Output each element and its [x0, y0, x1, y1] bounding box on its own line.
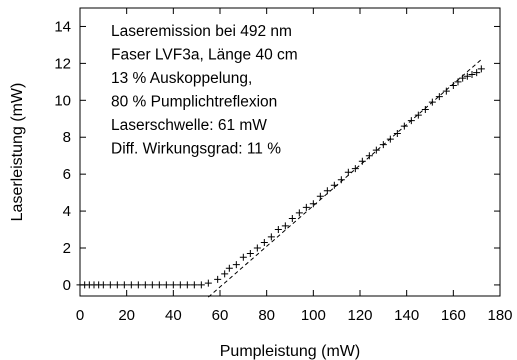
y-tick-label: 2 [63, 240, 71, 257]
data-point [134, 281, 142, 289]
annotation-line: 80 % Pumplichtreflexion [111, 94, 277, 111]
annotation-line: 13 % Auskoppelung, [111, 70, 252, 87]
x-tick-labels: 0 20 40 60 80 100 120 140 160 180 [76, 307, 513, 324]
data-point [435, 93, 443, 101]
annotation-line: Faser LVF3a, Länge 40 cm [111, 47, 298, 64]
x-tick-label: 20 [118, 307, 135, 324]
data-point [351, 165, 359, 173]
data-point [246, 250, 254, 258]
data-point [176, 281, 184, 289]
data-point [190, 281, 198, 289]
x-tick-label: 60 [212, 307, 229, 324]
data-point [421, 106, 429, 114]
fit-line-group [208, 59, 482, 298]
y-tick-labels: 0 2 4 6 8 10 12 14 [54, 18, 71, 293]
data-point [407, 117, 415, 125]
tick-marks [79, 8, 501, 296]
y-tick-label: 14 [54, 18, 71, 35]
data-point [141, 281, 149, 289]
data-point [288, 214, 296, 222]
data-point [309, 200, 317, 208]
data-point [302, 203, 310, 211]
annotation-line: Diff. Wirkungsgrad: 11 % [111, 141, 281, 158]
x-tick-label: 40 [165, 307, 182, 324]
data-point [372, 146, 380, 154]
data-points [76, 65, 485, 289]
data-point [148, 281, 156, 289]
data-point [281, 222, 289, 230]
data-point [221, 270, 229, 278]
data-point [358, 157, 366, 165]
x-tick-label: 100 [301, 307, 326, 324]
data-point [330, 181, 338, 189]
data-point [442, 87, 450, 95]
data-point [365, 152, 373, 160]
data-point [204, 279, 212, 287]
data-point [232, 261, 240, 269]
plot-frame [79, 7, 501, 297]
data-point [449, 82, 457, 90]
data-point [468, 70, 476, 78]
x-tick-label: 0 [76, 307, 84, 324]
data-point [127, 281, 135, 289]
data-point [99, 281, 107, 289]
x-tick-label: 180 [487, 307, 512, 324]
data-point [344, 168, 352, 176]
fit-line [208, 59, 482, 298]
data-point [169, 281, 177, 289]
data-point [473, 69, 481, 77]
data-point [260, 238, 268, 246]
x-tick-label: 160 [441, 307, 466, 324]
data-point [120, 281, 128, 289]
data-point [316, 192, 324, 200]
data-point [459, 74, 467, 82]
data-point [393, 130, 401, 138]
data-point [274, 226, 282, 234]
data-point [400, 122, 408, 130]
x-axis-label: Pumpleistung (mW) [220, 343, 360, 360]
data-point [267, 233, 275, 241]
y-tick-label: 6 [63, 166, 71, 183]
data-point [253, 244, 261, 252]
data-point [386, 135, 394, 143]
data-point [197, 281, 205, 289]
y-tick-label: 0 [63, 277, 71, 294]
data-point [162, 281, 170, 289]
data-point [379, 141, 387, 149]
x-tick-label: 140 [394, 307, 419, 324]
data-point [239, 253, 247, 261]
data-point [463, 72, 471, 80]
y-tick-label: 12 [54, 55, 71, 72]
data-point [428, 98, 436, 106]
data-point [214, 275, 222, 283]
x-tick-label: 120 [347, 307, 372, 324]
data-point [323, 187, 331, 195]
annotation-line: Laserschwelle: 61 mW [111, 117, 267, 134]
x-tick-label: 80 [258, 307, 275, 324]
data-point [337, 176, 345, 184]
data-point [155, 281, 163, 289]
data-point [183, 281, 191, 289]
data-point [414, 111, 422, 119]
data-point [106, 281, 114, 289]
data-point [477, 65, 485, 73]
annotation-block: Laseremission bei 492 nm Faser LVF3a, Lä… [111, 23, 298, 158]
annotation-line: Laseremission bei 492 nm [111, 23, 292, 40]
data-point [454, 78, 462, 86]
data-point [295, 209, 303, 217]
y-tick-label: 8 [63, 129, 71, 146]
y-axis-label: Laserleistung (mW) [9, 83, 26, 222]
data-point [225, 264, 233, 272]
y-tick-label: 4 [63, 203, 71, 220]
y-tick-label: 10 [54, 92, 71, 109]
data-point [113, 281, 121, 289]
